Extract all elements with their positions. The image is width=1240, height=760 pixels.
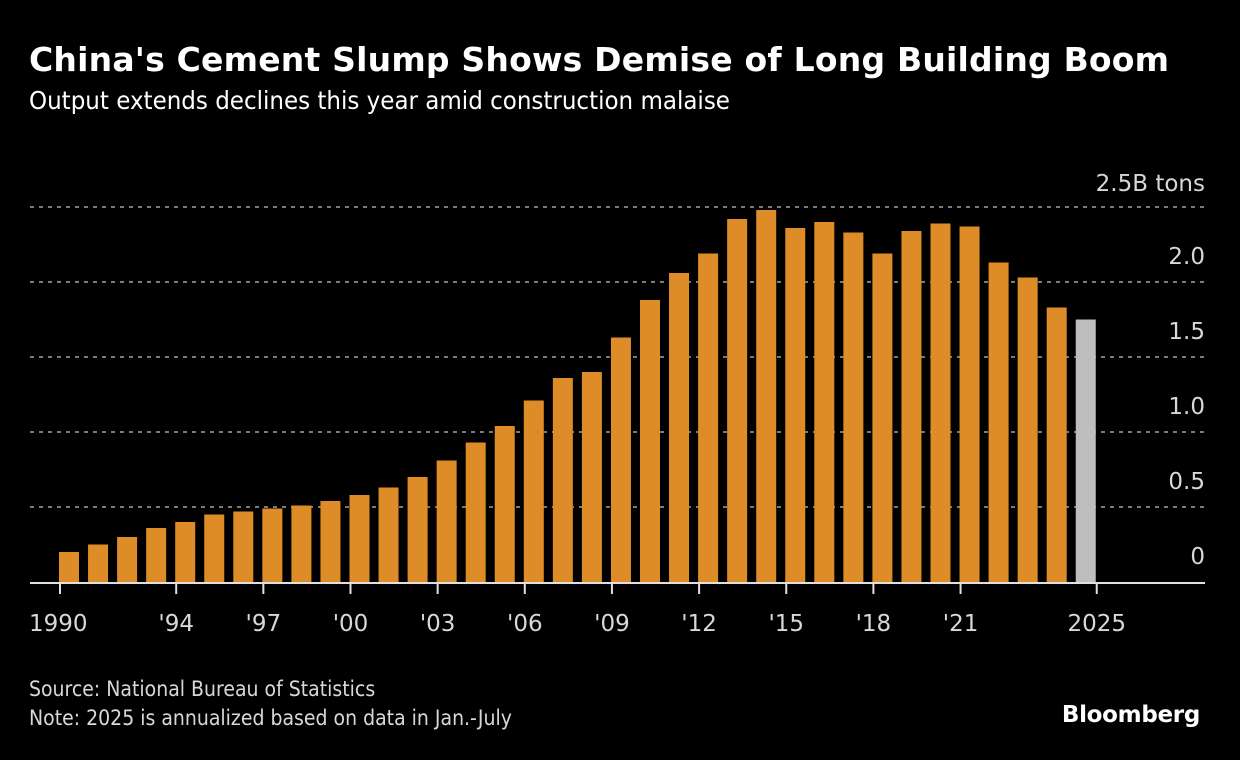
bar-2015 — [785, 228, 806, 582]
bar-2010 — [640, 300, 660, 582]
bar-1993 — [146, 528, 167, 582]
bar-2019 — [901, 231, 922, 582]
y-tick-label: 0.5 — [1168, 469, 1205, 495]
bar-2024 — [1046, 307, 1067, 582]
bar-2007 — [552, 378, 573, 582]
chart-title: China's Cement Slump Shows Demise of Lon… — [29, 40, 1170, 79]
bar-2023 — [1017, 277, 1038, 582]
bars — [59, 210, 1096, 582]
bar-2006 — [523, 400, 544, 582]
x-tick-label: '18 — [856, 611, 892, 637]
source-note: Source: National Bureau of Statistics — [29, 677, 376, 701]
bar-2016 — [814, 222, 835, 582]
bar-2022 — [988, 262, 1009, 582]
bar-1995 — [204, 514, 225, 582]
x-axis-labels: 1990 '94 '97 '00 '03 '06 '09 '12 '15 '18 '21 2025 — [29, 611, 1126, 637]
x-tick-label: '09 — [594, 611, 630, 637]
y-tick-label: 2.0 — [1168, 244, 1205, 270]
bar-2012 — [698, 253, 719, 582]
bar-2014 — [756, 210, 777, 582]
bar-2004 — [465, 442, 486, 582]
bar-2002 — [407, 477, 428, 582]
bar-1996 — [233, 511, 254, 582]
y-tick-label: 1.5 — [1168, 319, 1205, 345]
y-axis-labels: 0 0.5 1.0 1.5 2.0 2.5B tons — [1096, 171, 1205, 570]
bar-1997 — [262, 508, 283, 582]
footnote: Note: 2025 is annualized based on data i… — [29, 706, 512, 730]
y-tick-label: 1.0 — [1168, 394, 1205, 420]
bar-2025 — [1075, 319, 1096, 582]
bar-2013 — [727, 219, 748, 582]
x-tick-label: 2025 — [1067, 611, 1126, 637]
x-tick-label: '94 — [158, 611, 194, 637]
bar-2009 — [610, 337, 631, 582]
bar-1991 — [88, 544, 109, 582]
bar-2020 — [930, 223, 951, 582]
bar-2003 — [436, 460, 457, 582]
bar-1998 — [291, 505, 312, 582]
x-tick-label: '06 — [507, 611, 543, 637]
bar-2000 — [349, 495, 370, 582]
x-axis — [30, 582, 1205, 594]
y-tick-label: 2.5B tons — [1096, 171, 1205, 197]
bar-2011 — [669, 273, 690, 582]
bar-2017 — [843, 232, 864, 582]
bar-2005 — [494, 426, 515, 582]
bloomberg-logo: Bloomberg — [1061, 702, 1200, 728]
x-tick-label: '15 — [768, 611, 804, 637]
x-tick-label: '03 — [420, 611, 456, 637]
bar-2001 — [378, 487, 399, 582]
x-tick-label: '12 — [681, 611, 717, 637]
x-tick-label: '21 — [943, 611, 979, 637]
x-tick-label: 1990 — [29, 611, 88, 637]
chart-subtitle: Output extends declines this year amid c… — [29, 86, 730, 115]
bar-2008 — [581, 372, 602, 582]
bar-1992 — [117, 537, 138, 582]
bar-1990 — [59, 552, 79, 582]
bar-1999 — [320, 501, 341, 582]
bar-chart: 0 0.5 1.0 1.5 2.0 2.5B tons 1990 '94 '97 '00 '03 '… — [29, 171, 1205, 637]
x-tick-label: '97 — [246, 611, 282, 637]
bar-2021 — [959, 226, 980, 582]
x-tick-label: '00 — [333, 611, 369, 637]
bar-1994 — [175, 522, 196, 582]
bar-2018 — [872, 253, 893, 582]
y-tick-label: 0 — [1190, 544, 1205, 570]
